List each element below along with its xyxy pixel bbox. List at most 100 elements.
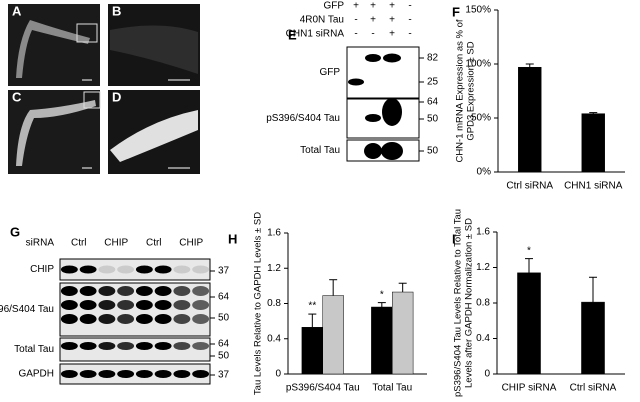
blot-label: pS396/S404 Tau	[0, 304, 54, 315]
band	[117, 286, 135, 296]
band	[173, 286, 191, 296]
band	[79, 300, 97, 310]
micrographs	[8, 4, 200, 174]
condition-mark: +	[353, 1, 359, 12]
y-tick-label: 150%	[465, 5, 491, 16]
panel-label: B	[112, 3, 121, 18]
marker-label: 64	[218, 339, 230, 350]
band	[117, 314, 135, 324]
band	[60, 300, 78, 310]
blot-label: pS396/S404 Tau	[266, 113, 340, 124]
band	[135, 342, 153, 350]
panel-label: D	[112, 89, 121, 104]
marker-label: 50	[218, 351, 230, 362]
x-tick-label: Ctrl siRNA	[570, 383, 617, 394]
panel-label: H	[228, 231, 237, 246]
y-axis-label: pS396/S404 Tau Levels Relative to Total …	[453, 209, 464, 397]
blot-label: GAPDH	[18, 369, 54, 380]
worm	[16, 20, 90, 78]
y-axis-label: Levels after GAPDH Normalization ± SD	[464, 218, 475, 388]
y-tick-label: 1.2	[267, 263, 281, 274]
band	[381, 142, 403, 160]
band	[386, 100, 398, 106]
band	[98, 370, 116, 378]
bar	[371, 306, 393, 375]
y-tick-label: 0	[275, 369, 281, 380]
marker-label: 64	[218, 292, 230, 303]
band	[98, 286, 116, 296]
band	[135, 314, 153, 324]
bar	[581, 301, 605, 375]
y-tick-label: 0%	[477, 167, 492, 178]
blot	[59, 337, 211, 362]
y-tick-label: 0.8	[267, 298, 281, 309]
band	[154, 286, 172, 296]
blot-label: Total Tau	[14, 344, 54, 355]
x-tick-label: CHN1 siRNA	[564, 181, 623, 192]
band	[173, 342, 191, 350]
band	[98, 314, 116, 324]
y-tick-label: 1.6	[267, 228, 281, 239]
worm	[110, 110, 198, 162]
band	[98, 265, 116, 274]
y-tick-label: 100%	[465, 59, 491, 70]
band	[365, 114, 381, 122]
bar	[517, 272, 541, 375]
y-tick-label: 1.2	[476, 262, 490, 273]
band	[192, 342, 210, 350]
band	[79, 342, 97, 350]
marker-label: 25	[427, 77, 439, 88]
panel-label: G	[10, 224, 20, 239]
marker-label: 50	[218, 313, 230, 324]
band	[192, 370, 210, 378]
condition-mark: -	[408, 15, 411, 26]
inset-box	[76, 23, 98, 43]
band	[348, 78, 364, 86]
band	[365, 54, 381, 62]
band	[173, 300, 191, 310]
bar	[322, 295, 344, 375]
band	[135, 265, 153, 274]
band	[135, 370, 153, 378]
band	[79, 286, 97, 296]
panel-label: F	[452, 4, 460, 19]
marker-label: 37	[218, 266, 230, 277]
worm	[110, 25, 198, 75]
bar	[518, 66, 542, 173]
band	[98, 300, 116, 310]
band	[60, 370, 78, 378]
band	[117, 342, 135, 350]
condition-mark: +	[389, 1, 395, 12]
blot-label: CHIP	[30, 264, 54, 275]
condition-mark: +	[370, 1, 376, 12]
annotation: *	[380, 289, 384, 300]
y-tick-label: 0.8	[476, 298, 490, 309]
bar	[392, 291, 414, 375]
band	[173, 370, 191, 378]
band	[60, 265, 78, 274]
band	[192, 300, 210, 310]
x-tick-label: Total Tau	[372, 383, 412, 394]
y-tick-label: 0.4	[476, 333, 490, 344]
band	[60, 286, 78, 296]
band	[192, 314, 210, 324]
band	[154, 300, 172, 310]
y-tick-label: 1.6	[476, 227, 490, 238]
condition-mark: -	[408, 1, 411, 12]
marker-label: 37	[218, 370, 230, 381]
condition-label: 4R0N Tau	[300, 15, 344, 26]
band	[117, 300, 135, 310]
y-axis-label: Tau Levels Relative to GAPDH Levels ± SD	[253, 212, 264, 395]
band	[135, 300, 153, 310]
condition-label: CHN1 siRNA	[286, 29, 345, 40]
bar	[301, 327, 323, 375]
marker-label: 64	[427, 97, 439, 108]
y-tick-label: 50%	[471, 113, 491, 124]
panel-label: E	[288, 27, 297, 42]
condition-mark: -	[354, 15, 357, 26]
blot-label: Total Tau	[300, 145, 340, 156]
row-label: siRNA	[26, 238, 55, 249]
condition-mark: +	[389, 29, 395, 40]
marker-label: 50	[427, 114, 439, 125]
panel-label: I	[452, 231, 456, 246]
